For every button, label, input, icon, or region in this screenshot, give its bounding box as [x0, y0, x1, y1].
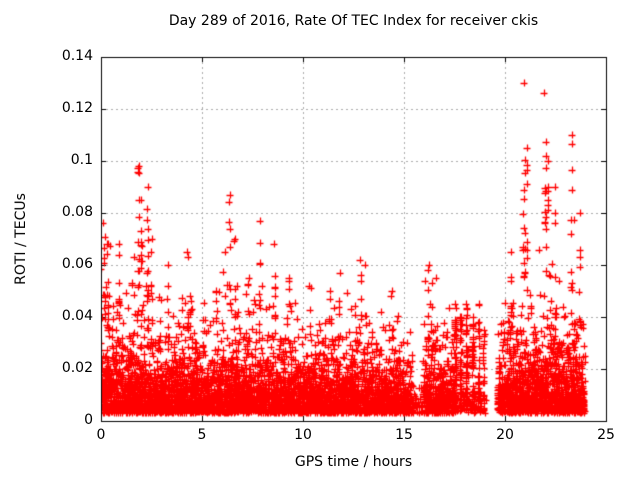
chart-title: Day 289 of 2016, Rate Of TEC Index for r… — [168, 13, 539, 29]
y-tick-label: 0.14 — [61, 48, 93, 64]
x-tick-label: 15 — [395, 427, 413, 443]
y-tick-label: 0 — [84, 412, 93, 428]
x-tick-label: 10 — [294, 427, 312, 443]
x-tick-label: 20 — [496, 427, 514, 443]
x-tick-label: 25 — [597, 427, 615, 443]
y-tick-label: 0.08 — [61, 204, 93, 220]
x-axis-label: GPS time / hours — [294, 454, 413, 470]
y-tick-label: 0.04 — [61, 308, 93, 324]
y-tick-label: 0.02 — [61, 360, 93, 376]
x-tick-label: 0 — [96, 427, 106, 443]
y-tick-label: 0.1 — [70, 152, 93, 168]
y-tick-label: 0.06 — [61, 256, 93, 272]
y-tick-label: 0.12 — [61, 100, 93, 116]
x-tick-label: 5 — [197, 427, 207, 443]
